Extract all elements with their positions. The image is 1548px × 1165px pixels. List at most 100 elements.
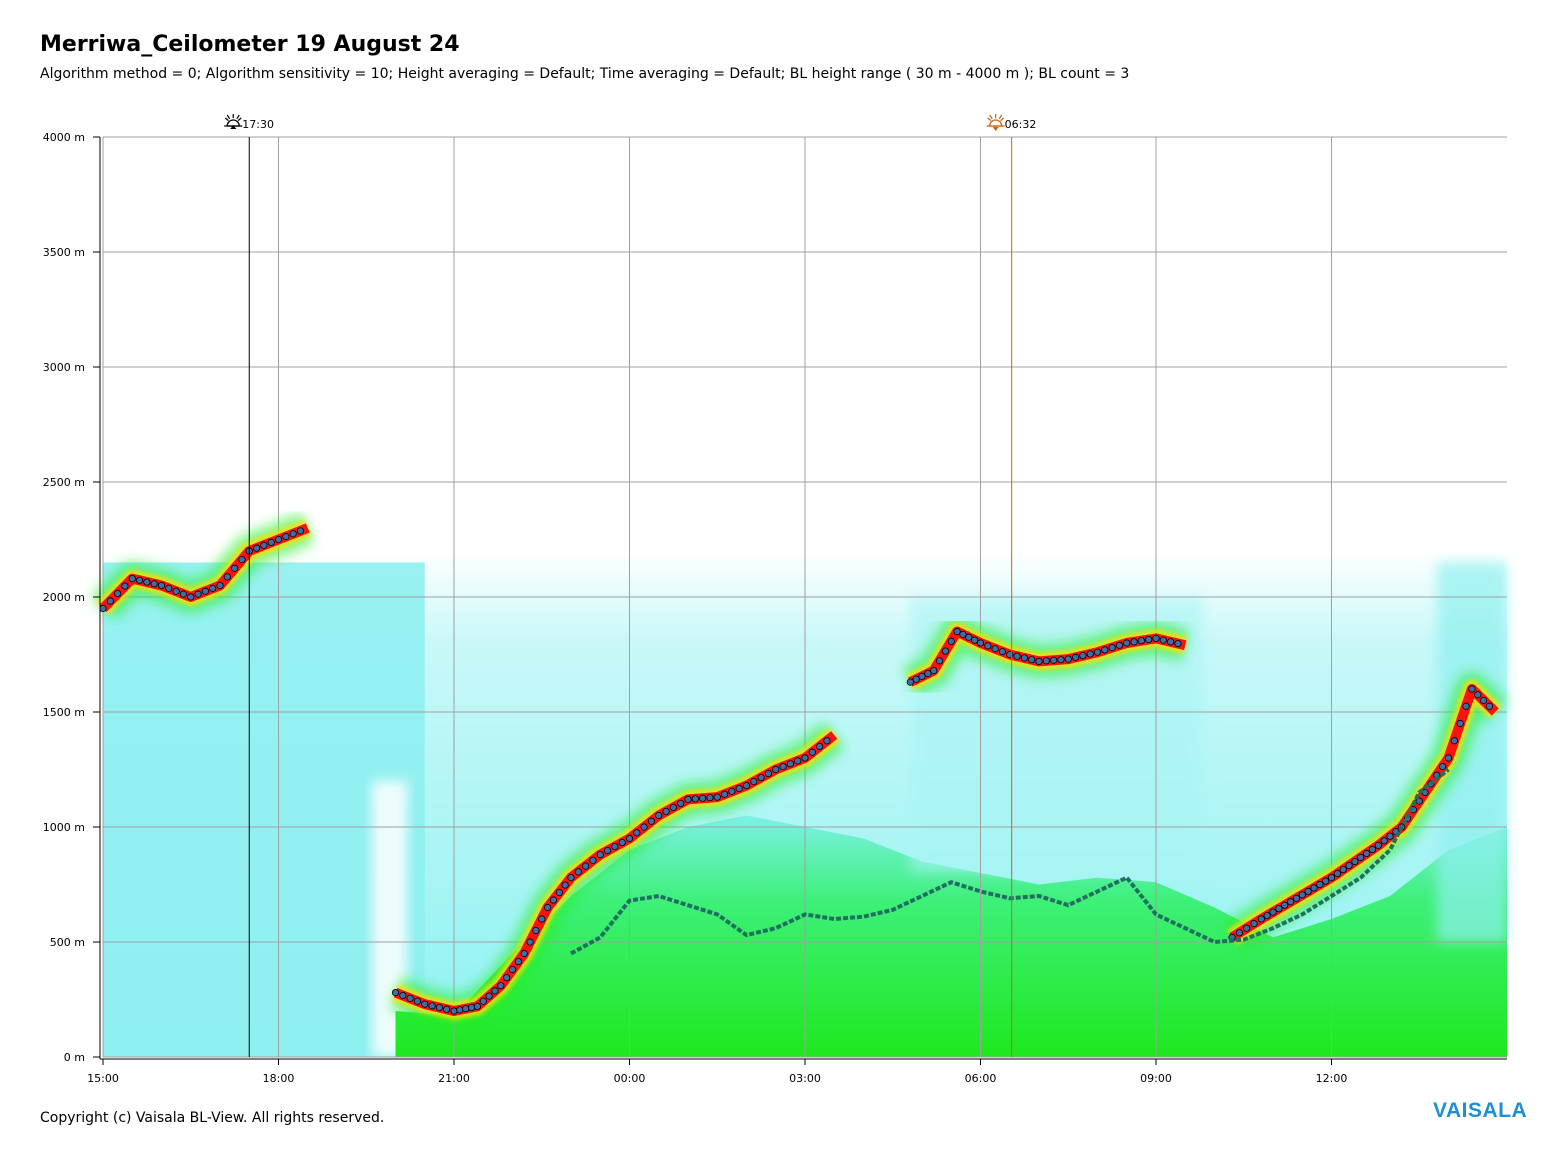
layer-marker: [1304, 887, 1312, 896]
y-tick-label: 2500 m: [43, 476, 85, 489]
layer-marker: [1444, 754, 1453, 762]
y-tick-label: 2000 m: [43, 591, 85, 604]
layer-marker: [677, 799, 685, 808]
layer-marker: [555, 888, 563, 897]
layer-marker: [1123, 639, 1131, 647]
layer-marker: [991, 645, 999, 653]
layer-marker: [935, 657, 944, 665]
layer-marker: [1333, 869, 1341, 878]
layer-marker: [526, 938, 534, 946]
layer-marker: [1485, 702, 1494, 710]
layer-marker: [1167, 638, 1175, 646]
layer-marker: [633, 829, 641, 837]
layer-marker: [567, 873, 575, 882]
layer-marker: [1316, 880, 1324, 889]
layer-marker: [779, 763, 787, 771]
layer-marker: [503, 974, 511, 982]
layer-marker: [924, 669, 932, 678]
x-tick-label: 06:00: [965, 1072, 997, 1085]
layer-marker: [514, 957, 522, 966]
x-tick-label: 18:00: [263, 1072, 295, 1085]
layer-marker: [187, 593, 195, 601]
layer-marker: [941, 647, 950, 655]
layer-marker: [669, 803, 677, 812]
layer-marker: [1363, 849, 1371, 858]
layer-marker: [1480, 696, 1488, 705]
layer-marker: [596, 850, 604, 859]
layer-marker: [99, 604, 107, 613]
layer-marker: [1298, 891, 1306, 899]
layer-marker: [1035, 657, 1043, 666]
y-tick-label: 4000 m: [43, 131, 85, 144]
y-tick-label: 1500 m: [43, 706, 85, 719]
layer-marker: [574, 868, 582, 876]
layer-marker: [462, 1005, 470, 1013]
layer-marker: [1380, 837, 1388, 845]
cloud-layers: [90, 512, 1508, 1028]
layer-marker: [450, 1007, 458, 1015]
layer-marker: [1345, 861, 1353, 870]
layer-marker: [1071, 653, 1080, 661]
layer-marker: [1093, 648, 1102, 656]
layer-marker: [150, 580, 158, 588]
layer-marker: [713, 793, 721, 801]
layer-marker: [1327, 873, 1336, 882]
layer-marker: [561, 881, 569, 889]
layer-marker: [252, 544, 261, 552]
layer-marker: [794, 757, 802, 765]
layer-marker: [998, 648, 1007, 656]
layer-marker: [421, 1000, 429, 1008]
layer-marker: [684, 795, 692, 804]
layer-marker: [223, 573, 231, 581]
x-tick-label: 15:00: [87, 1072, 119, 1085]
layer-marker: [549, 896, 558, 904]
axes: 0 m 500 m 1000 m 1500 m 2000 m 2500 m 3000 m 35…: [43, 131, 1507, 1085]
layer-marker: [406, 994, 414, 1002]
layer-marker: [532, 926, 540, 935]
layer-marker: [1250, 919, 1258, 928]
layer-marker: [538, 915, 546, 923]
layer-marker: [918, 672, 926, 680]
layer-marker: [485, 992, 493, 1000]
y-tick-label: 0 m: [64, 1051, 85, 1064]
layer-marker: [582, 862, 590, 870]
layer-marker: [443, 1005, 451, 1013]
layer-marker: [491, 987, 499, 995]
layer-marker: [1292, 894, 1301, 902]
layer-marker: [282, 533, 290, 541]
y-tick-label: 3000 m: [43, 361, 85, 374]
chart-subtitle: Algorithm method = 0; Algorithm sensitiv…: [40, 66, 1130, 82]
layer-marker: [165, 584, 173, 592]
layer-marker: [508, 965, 517, 974]
layer-marker: [143, 578, 151, 586]
layer-marker: [728, 787, 736, 795]
layer-marker: [1028, 656, 1036, 664]
copyright-text: Copyright (c) Vaisala BL-View. All right…: [40, 1110, 385, 1126]
layer-marker: [1243, 924, 1251, 932]
layer-marker: [1351, 857, 1359, 866]
layer-marker: [662, 807, 670, 816]
layer-marker: [772, 765, 780, 774]
chart-title: Merriwa_Ceilometer 19 August 24: [40, 32, 460, 57]
layer-marker: [216, 581, 224, 590]
layer-marker: [473, 1002, 481, 1011]
layer-marker: [135, 576, 144, 584]
layer-marker: [1281, 901, 1289, 909]
layer-marker: [640, 823, 648, 831]
green-boundary-layer: [395, 815, 1507, 1057]
layer-marker: [611, 842, 619, 851]
layer-marker: [906, 678, 914, 686]
layer-marker: [1020, 654, 1028, 662]
layer-marker: [238, 556, 246, 564]
layer-marker: [1310, 884, 1318, 892]
layer-marker: [953, 627, 961, 636]
layer-marker: [618, 838, 626, 847]
layer-marker: [801, 754, 809, 762]
layer-marker: [1474, 691, 1482, 699]
layer-marker: [1374, 841, 1382, 850]
layer-marker: [1322, 877, 1330, 885]
vaisala-logo: VAISALA: [1433, 1099, 1528, 1122]
layer-marker: [172, 587, 180, 595]
layer-marker: [121, 582, 129, 590]
